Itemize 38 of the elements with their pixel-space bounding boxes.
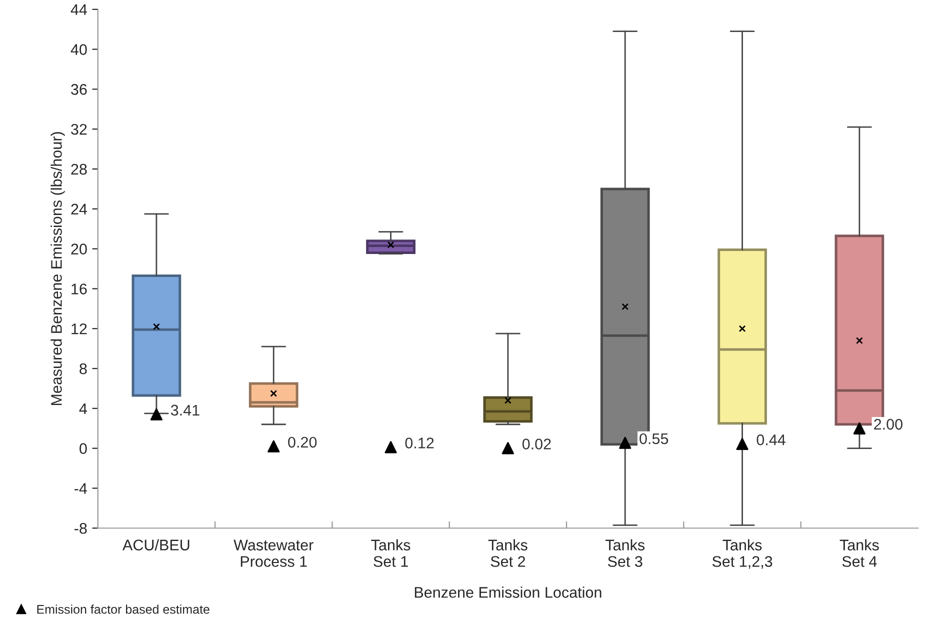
data-label: 0.55 bbox=[640, 433, 668, 444]
y-tick-label: 24 bbox=[71, 204, 87, 214]
point bbox=[502, 442, 514, 454]
y-tick-label: 44 bbox=[70, 4, 87, 15]
y-tick-label: 28 bbox=[71, 164, 87, 175]
x-tick-label: ACU/BEU bbox=[122, 539, 190, 550]
data-label: 3.41 bbox=[170, 404, 200, 416]
y-tick-label: 36 bbox=[71, 84, 87, 95]
x-tick-label: Tanks Set 2 bbox=[488, 539, 528, 567]
data-label: 0.02 bbox=[522, 438, 551, 450]
point bbox=[736, 438, 748, 450]
x-tick-label: Tanks Set 1 bbox=[371, 539, 410, 567]
legend-label: Emission factor based estimate bbox=[37, 604, 210, 614]
point bbox=[268, 440, 280, 452]
x-axis-title: Benzene Emission Location bbox=[414, 586, 602, 598]
x-tick-label: Tanks Set 3 bbox=[606, 539, 645, 567]
y-tick-label: 40 bbox=[70, 44, 87, 55]
point bbox=[619, 436, 632, 449]
data-label: 0.44 bbox=[756, 434, 786, 446]
y-tick-label: 0 bbox=[80, 443, 87, 454]
x-tick-label: Tanks Set 4 bbox=[840, 539, 879, 567]
y-tick-label: 32 bbox=[71, 124, 87, 135]
y-tick-label: -8 bbox=[74, 522, 87, 534]
y-axis-title: Measured Benzene Emissions (lbs/hour) bbox=[50, 132, 65, 406]
data-label: 0.12 bbox=[405, 438, 434, 448]
data-label: 2.00 bbox=[874, 418, 902, 430]
x-tick-label: Wastewater Process 1 bbox=[234, 540, 314, 567]
y-tick-label: 8 bbox=[80, 363, 87, 374]
y-tick-label: 4 bbox=[79, 403, 87, 414]
y-tick-label: 20 bbox=[71, 244, 87, 254]
point bbox=[384, 441, 397, 454]
y-tick-label: 12 bbox=[72, 323, 87, 334]
y-tick-label: 16 bbox=[72, 284, 87, 294]
point bbox=[853, 422, 866, 434]
y-tick-label: -4 bbox=[74, 483, 87, 494]
data-label: 0.20 bbox=[288, 436, 317, 448]
x-tick-label: Tanks Set 1,2,3 bbox=[712, 539, 772, 569]
point bbox=[150, 408, 163, 420]
